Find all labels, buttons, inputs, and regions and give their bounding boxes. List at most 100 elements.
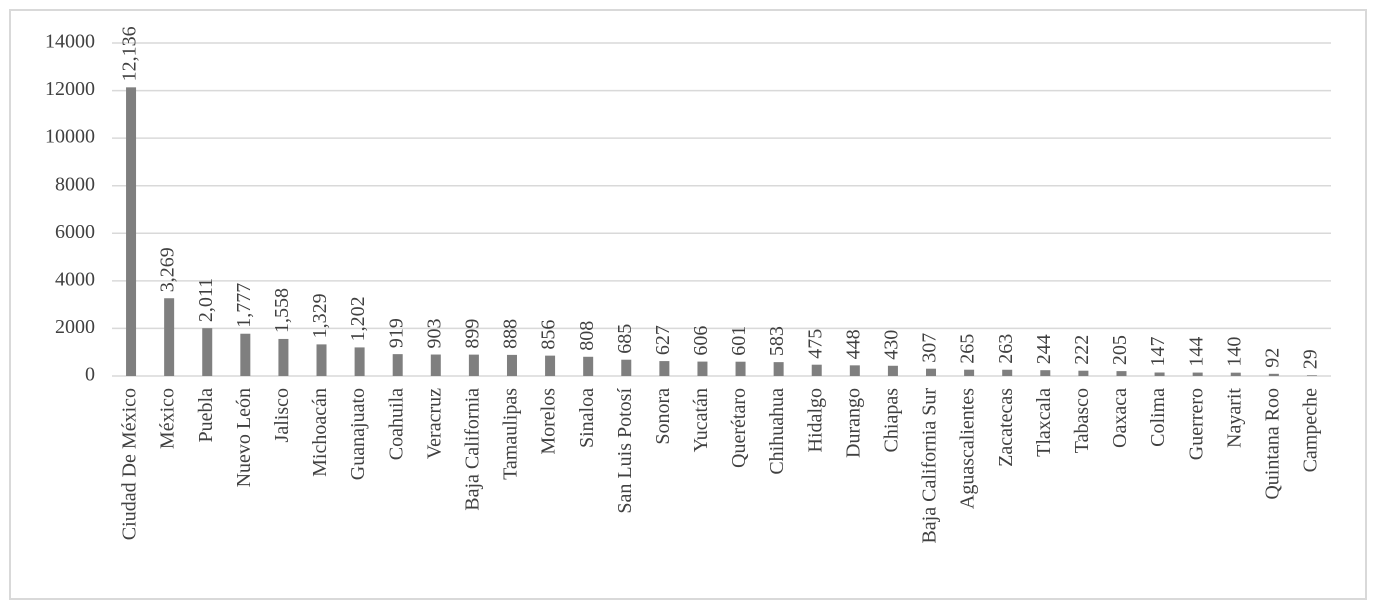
x-tick-label: Morelos [538,388,560,455]
x-tick-label: Veracruz [423,388,445,459]
x-tick-label: Chihuahua [766,388,788,475]
x-tick-label: Quintana Roo [1261,388,1283,500]
bar [1192,372,1203,376]
bar [964,369,975,376]
x-tick-label: Guanajuato [347,388,369,480]
x-tick-label: Durango [842,388,864,458]
bar [1040,370,1051,376]
data-label: 307 [919,333,941,363]
x-tick-label: San Luis Potosí [614,388,636,514]
data-label: 3,269 [157,247,179,292]
bar [1078,370,1089,376]
x-tick-label: Querétaro [728,388,750,468]
data-label: 808 [576,321,598,351]
bar [1002,369,1013,376]
bar [316,344,327,376]
data-label: 1,329 [309,293,331,338]
y-tick-label: 10000 [45,126,95,148]
data-label: 244 [1033,334,1055,364]
x-tick-label: Nuevo León [233,388,255,487]
data-label: 475 [804,329,826,359]
bar [1268,373,1279,376]
bar [1116,371,1127,376]
bar [430,354,441,376]
x-tick-label: Chiapas [881,388,903,453]
bar [697,361,708,376]
bar [1154,372,1165,376]
data-label: 12,136 [119,26,141,81]
data-label: 685 [614,324,636,354]
data-label: 856 [538,320,560,350]
y-tick-label: 6000 [55,221,95,243]
bar [1306,375,1317,376]
bar [468,354,479,376]
x-tick-label: México [157,388,179,449]
x-tick-label: Aguascalientes [957,388,979,509]
x-tick-label: Baja California [461,388,483,511]
x-tick-label: Baja California Sur [919,388,941,544]
bar [583,356,594,376]
x-tick-label: Puebla [195,388,217,443]
x-tick-label: Tabasco [1071,388,1093,453]
x-tick-label: Tlaxcala [1033,388,1055,457]
bar [926,368,937,376]
bar [126,87,137,376]
data-label: 2,011 [195,278,217,322]
data-label: 888 [500,319,522,349]
bar [887,365,898,376]
data-label: 627 [652,325,674,355]
y-tick-label: 2000 [55,316,95,338]
bar [735,361,746,376]
y-tick-label: 12000 [45,78,95,100]
bar [621,359,632,376]
data-label: 265 [957,334,979,364]
x-tick-label: Campeche [1300,388,1322,473]
bar [202,328,213,376]
data-label: 222 [1071,335,1093,365]
data-label: 430 [881,330,903,360]
data-label: 919 [385,318,407,348]
data-label: 583 [766,326,788,356]
bar [811,364,822,376]
bar [392,354,403,376]
y-tick-label: 0 [85,364,95,386]
bar [278,338,289,376]
data-label: 1,558 [271,288,293,333]
data-label: 140 [1223,337,1245,367]
x-tick-label: Nayarit [1223,388,1245,448]
bar [354,347,365,376]
bar [659,361,670,376]
y-tick-label: 8000 [55,173,95,195]
x-tick-label: Coahuila [385,388,407,460]
chart-border [9,9,1367,600]
data-label: 601 [728,326,750,356]
x-tick-label: Tamaulipas [500,388,522,480]
x-tick-label: Yucatán [690,388,712,452]
x-tick-label: Oaxaca [1109,388,1131,448]
y-tick-label: 14000 [45,31,95,53]
bar [164,298,175,376]
data-label: 448 [842,329,864,359]
data-label: 205 [1109,335,1131,365]
bar [506,354,517,376]
bar [1230,372,1241,376]
x-tick-label: Michoacán [309,388,331,477]
y-tick-label: 4000 [55,268,95,290]
x-tick-label: Hidalgo [804,388,826,452]
x-tick-label: Zacatecas [995,388,1017,467]
data-label: 1,202 [347,296,369,341]
data-label: 263 [995,334,1017,364]
x-tick-label: Jalisco [271,388,293,442]
data-label: 147 [1147,337,1169,367]
bar [773,362,784,376]
x-tick-label: Guerrero [1185,388,1207,460]
x-tick-label: Ciudad De México [119,388,141,540]
data-label: 606 [690,326,712,356]
x-tick-label: Sonora [652,388,674,445]
x-tick-label: Sinaloa [576,388,598,448]
data-label: 144 [1185,337,1207,367]
data-label: 92 [1261,348,1283,368]
data-label: 29 [1300,349,1322,369]
data-label: 903 [423,319,445,349]
